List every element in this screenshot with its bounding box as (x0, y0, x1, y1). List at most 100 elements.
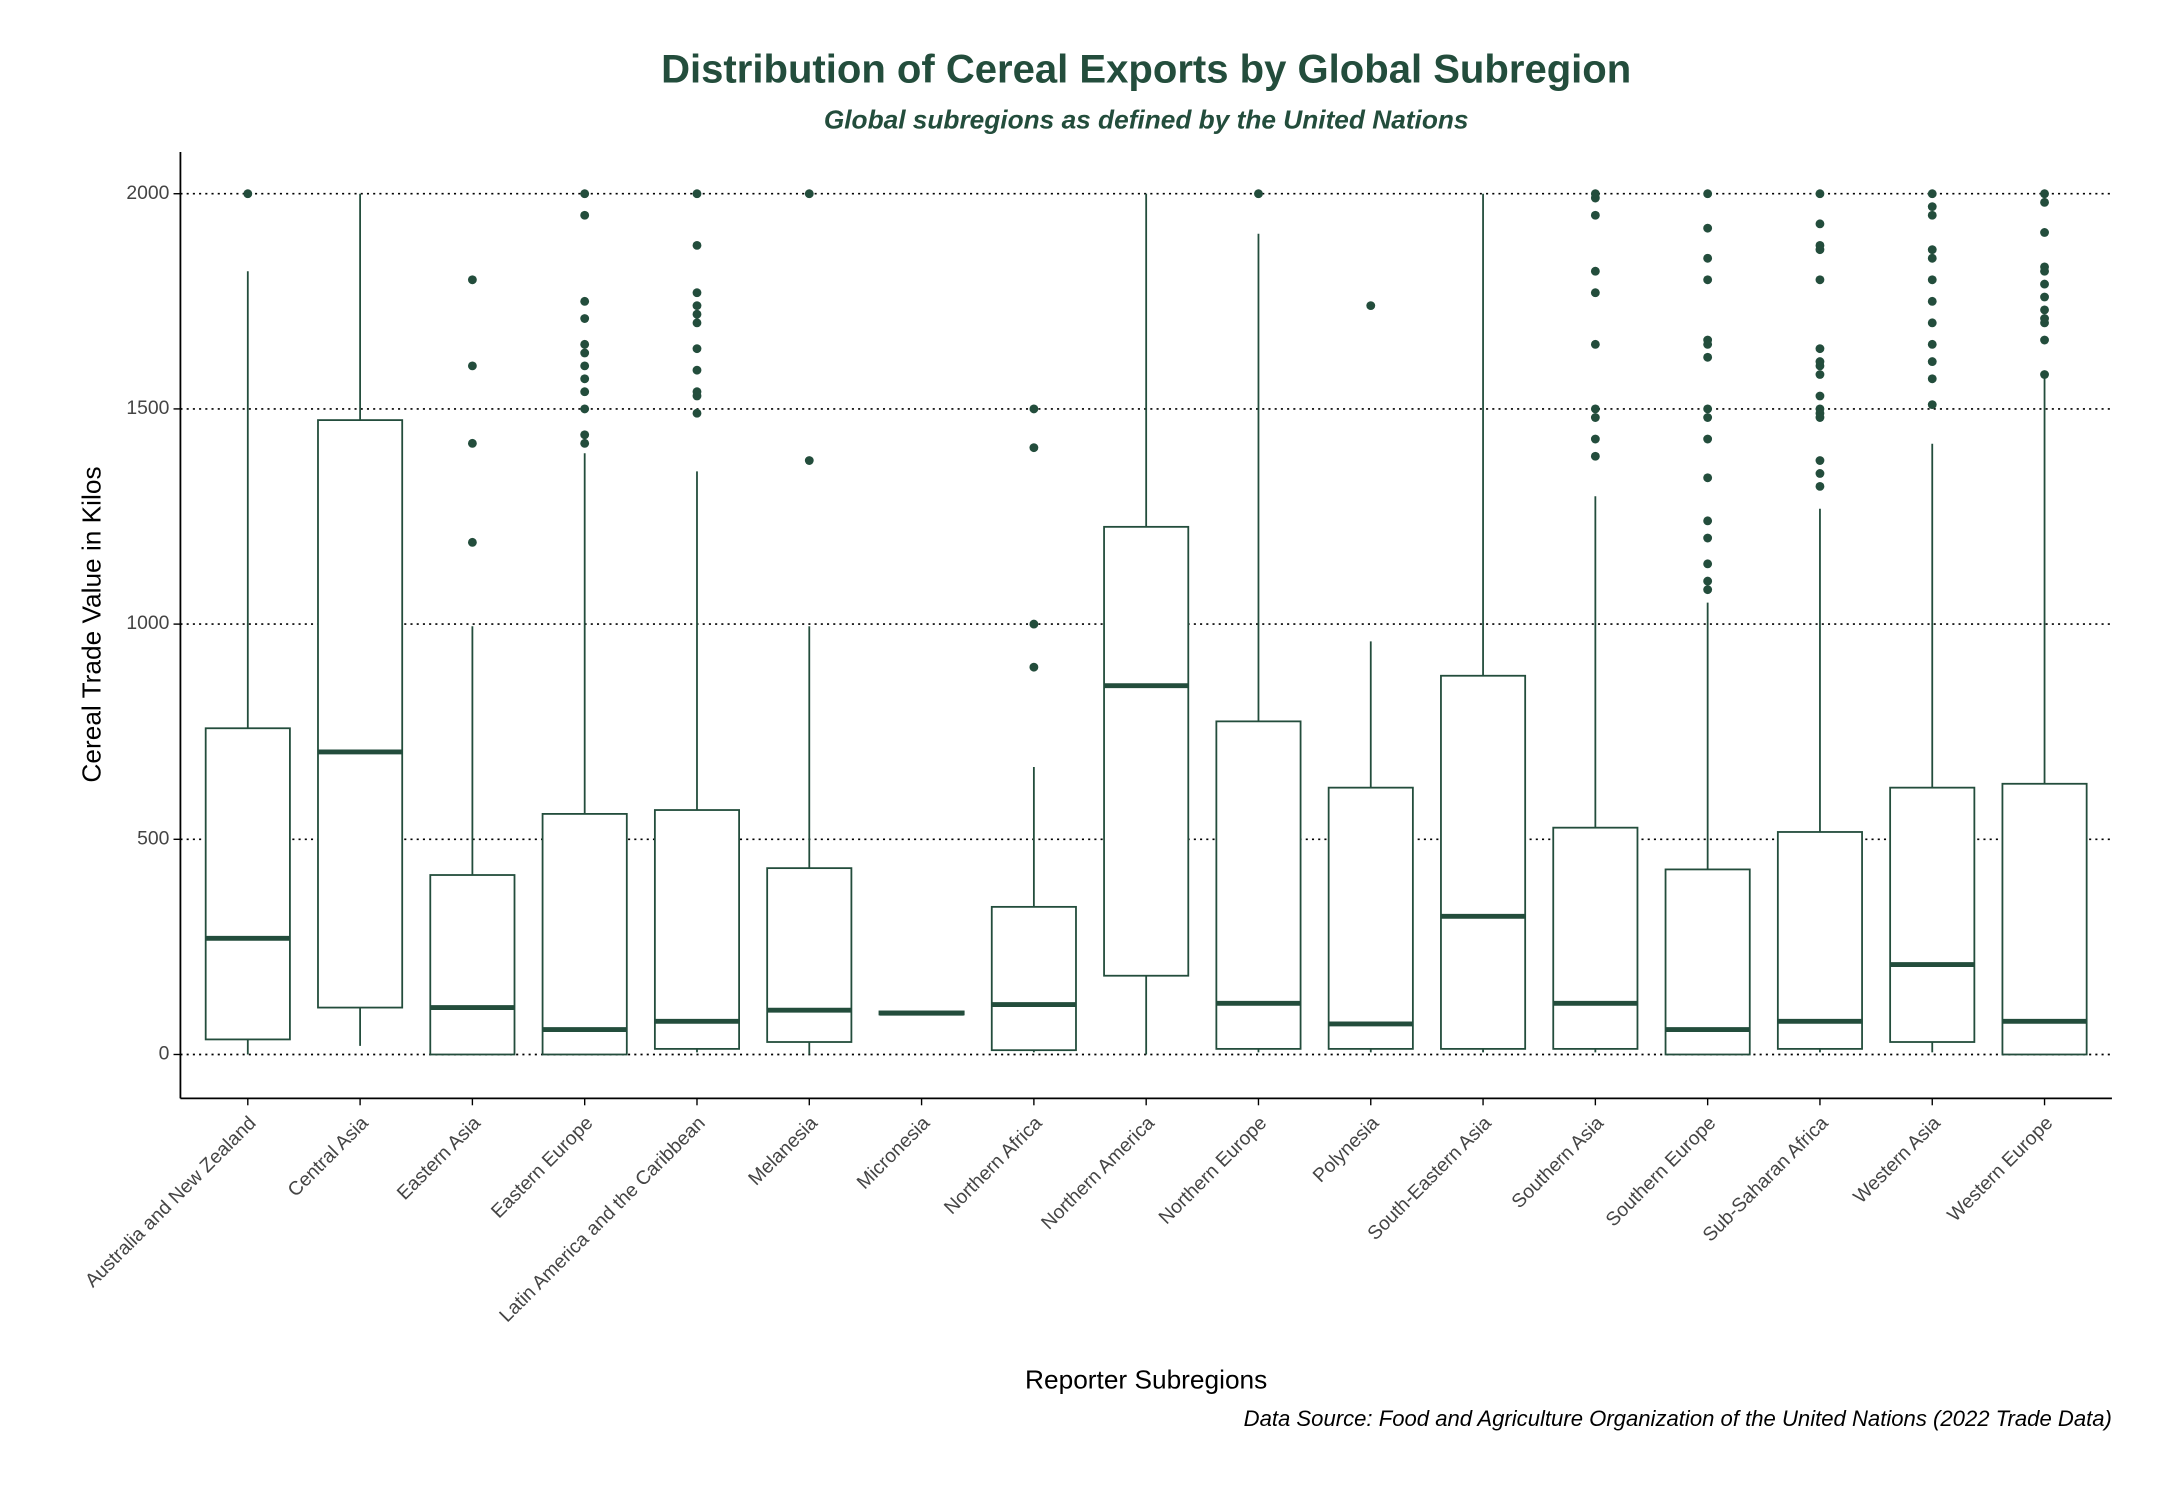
outlier (1815, 391, 1825, 401)
outlier (1927, 318, 1937, 328)
outlier (692, 365, 702, 375)
outlier (2040, 370, 2049, 379)
x-tick-label: Australia and New Zealand (81, 1112, 261, 1292)
box (1552, 826, 1639, 1050)
outlier (692, 318, 702, 328)
outlier (1815, 456, 1825, 465)
outlier (2040, 305, 2049, 315)
outlier (1703, 559, 1713, 569)
outlier (2040, 279, 2049, 289)
x-tick-label: Eastern Asia (393, 1112, 485, 1204)
box (990, 905, 1077, 1052)
outlier (1703, 223, 1713, 233)
outlier (1590, 451, 1600, 461)
x-tick-label: Sub-Saharan Africa (1699, 1112, 1833, 1246)
outlier (1029, 619, 1039, 629)
box (204, 727, 291, 1041)
outlier (1590, 210, 1600, 220)
outlier (1590, 434, 1600, 444)
box (2001, 782, 2088, 1056)
outlier (692, 344, 702, 354)
outlier (580, 438, 590, 448)
outlier (1927, 253, 1937, 263)
x-tick-label: Melanesia (744, 1112, 822, 1190)
outlier (1703, 275, 1713, 285)
outlier (1029, 443, 1039, 453)
x-tick-label: Micronesia (853, 1112, 935, 1194)
box (766, 867, 853, 1043)
outlier (467, 537, 477, 547)
outlier (1703, 404, 1713, 414)
outlier (1590, 339, 1600, 349)
outlier (580, 210, 590, 220)
outlier (692, 309, 702, 319)
outlier (580, 361, 590, 371)
outlier (2040, 228, 2049, 237)
outlier (1029, 662, 1039, 672)
x-tick-label: Polynesia (1309, 1112, 1384, 1187)
outlier (692, 189, 702, 199)
outlier (692, 408, 702, 418)
outlier (580, 374, 590, 384)
outlier (467, 275, 477, 285)
outlier (1815, 219, 1825, 229)
outlier (580, 339, 590, 349)
x-tick-label: Northern Africa (940, 1112, 1047, 1219)
x-tick-label: Western Europe (1943, 1112, 2057, 1226)
box (1664, 868, 1751, 1056)
outlier (1815, 481, 1825, 491)
outlier (1703, 576, 1713, 586)
outlier (1590, 266, 1600, 276)
outlier (1703, 335, 1713, 345)
box (653, 809, 740, 1050)
box (1327, 786, 1414, 1050)
outlier (2040, 197, 2049, 207)
outlier (1703, 253, 1713, 263)
outlier (2040, 189, 2049, 199)
box (429, 874, 516, 1056)
outlier (1815, 344, 1825, 354)
outlier (467, 361, 477, 371)
outlier (1927, 357, 1937, 366)
outlier (1927, 296, 1937, 306)
chart-subtitle: Global subregions as defined by the Unit… (824, 105, 1469, 135)
outlier (1927, 189, 1937, 199)
outlier (580, 348, 590, 358)
box (1103, 525, 1190, 977)
outlier (1815, 357, 1825, 366)
outlier (1927, 245, 1937, 255)
outlier (1703, 516, 1713, 526)
outlier (1703, 585, 1713, 595)
box (1215, 720, 1302, 1050)
outlier (2040, 314, 2049, 323)
box (1776, 831, 1863, 1050)
x-tick-label: Western Asia (1849, 1112, 1945, 1208)
outlier (1815, 275, 1825, 285)
outlier (1590, 189, 1600, 199)
box (541, 813, 628, 1056)
x-tick-label: Latin America and the Caribbean (495, 1112, 710, 1327)
outlier (2040, 262, 2049, 272)
outlier (580, 189, 590, 199)
outlier (1366, 301, 1376, 311)
outlier (2040, 335, 2049, 345)
box (1889, 786, 1976, 1043)
box (317, 419, 404, 1009)
y-tick-label: 0 (159, 1043, 170, 1065)
outlier (1815, 370, 1825, 379)
x-tick-label: Southern Europe (1601, 1112, 1720, 1231)
x-tick-label: South-Eastern Asia (1363, 1112, 1496, 1245)
outlier (1590, 288, 1600, 298)
outlier (1815, 469, 1825, 478)
outlier (1927, 202, 1937, 212)
outlier (1703, 352, 1713, 362)
outlier (1703, 413, 1713, 422)
y-tick-label: 1500 (126, 397, 169, 419)
outlier (692, 387, 702, 397)
outlier (467, 438, 477, 448)
outlier (1927, 210, 1937, 220)
outlier (580, 404, 590, 414)
x-tick-label: Southern Asia (1507, 1112, 1608, 1213)
x-tick-label: Northern Europe (1155, 1112, 1272, 1229)
outlier (804, 456, 814, 465)
